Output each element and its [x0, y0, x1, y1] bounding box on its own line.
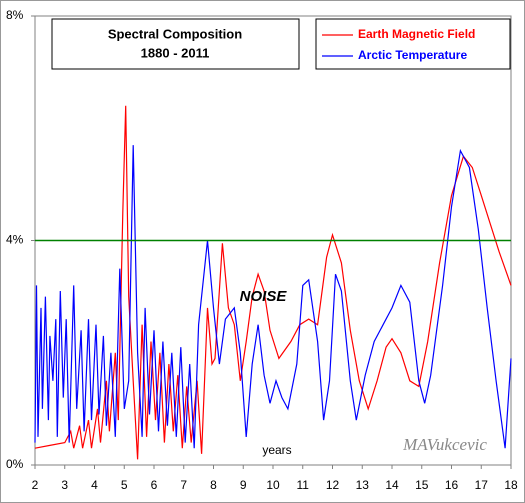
x-tick-label: 10	[266, 478, 280, 492]
chart-title: Spectral Composition	[108, 26, 242, 41]
x-tick-label: 17	[475, 478, 489, 492]
y-tick-label: 8%	[6, 8, 24, 22]
series-line	[34, 105, 512, 460]
x-tick-label: 9	[240, 478, 247, 492]
watermark: MAVukcevic	[402, 435, 487, 454]
x-axis-label: years	[262, 443, 291, 457]
x-tick-label: 13	[356, 478, 370, 492]
y-tick-label: 4%	[6, 233, 24, 247]
x-tick-label: 4	[91, 478, 98, 492]
legend-label: Earth Magnetic Field	[358, 27, 475, 41]
x-tick-label: 18	[504, 478, 518, 492]
threshold-label: NOISE	[240, 288, 288, 305]
legend	[315, 18, 511, 70]
title-box	[51, 18, 300, 70]
x-tick-label: 14	[385, 478, 399, 492]
x-tick-label: 16	[445, 478, 459, 492]
x-tick-label: 7	[180, 478, 187, 492]
x-tick-label: 12	[326, 478, 340, 492]
x-tick-label: 15	[415, 478, 429, 492]
series-line	[34, 145, 512, 449]
x-tick-label: 3	[61, 478, 68, 492]
x-tick-label: 11	[297, 478, 310, 492]
legend-label: Arctic Temperature	[358, 48, 467, 62]
x-tick-label: 8	[210, 478, 217, 492]
x-tick-label: 2	[32, 478, 39, 492]
x-tick-label: 5	[121, 478, 128, 492]
x-tick-label: 6	[151, 478, 158, 492]
y-tick-label: 0%	[6, 457, 24, 471]
chart-subtitle: 1880 - 2011	[141, 45, 210, 60]
